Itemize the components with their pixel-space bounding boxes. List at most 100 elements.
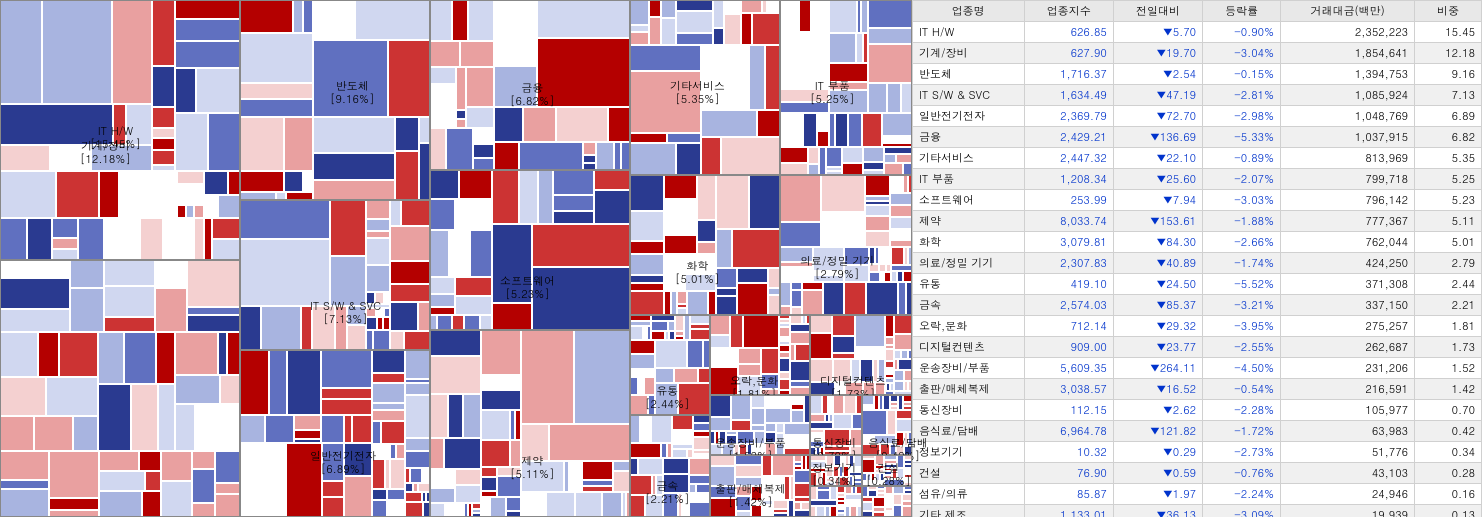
treemap-cell[interactable] <box>372 459 385 489</box>
treemap-cell[interactable] <box>875 382 885 395</box>
treemap-cell[interactable] <box>697 220 716 242</box>
treemap-cell[interactable] <box>868 28 912 44</box>
treemap-cell[interactable] <box>850 506 857 517</box>
treemap-cell[interactable] <box>455 199 471 230</box>
treemap-cell[interactable] <box>366 265 390 292</box>
table-row[interactable]: 통신장비112.15▼2.62-2.28%105,9770.70 <box>913 400 1482 421</box>
treemap-cell[interactable] <box>372 383 405 403</box>
treemap-cell[interactable] <box>689 475 710 484</box>
treemap-cell[interactable] <box>155 260 187 288</box>
treemap-cell[interactable] <box>481 410 510 440</box>
treemap-cell[interactable] <box>780 89 829 102</box>
treemap-cell[interactable] <box>716 288 737 296</box>
treemap-cell[interactable] <box>698 368 710 383</box>
treemap-cell[interactable] <box>672 415 693 430</box>
treemap-cell[interactable] <box>98 384 131 451</box>
treemap-cell[interactable] <box>801 502 810 510</box>
treemap-cell[interactable] <box>372 421 381 444</box>
treemap-cell[interactable] <box>481 330 521 375</box>
treemap-cell[interactable] <box>690 315 710 324</box>
treemap-cell[interactable] <box>701 110 757 137</box>
treemap-cell[interactable] <box>430 230 449 277</box>
treemap-cell[interactable] <box>716 229 732 268</box>
treemap-cell[interactable] <box>896 410 912 419</box>
treemap-cell[interactable] <box>452 315 464 330</box>
treemap-cell[interactable] <box>630 71 701 133</box>
treemap-cell[interactable] <box>390 459 405 489</box>
treemap-cell[interactable] <box>810 486 817 500</box>
treemap-cell[interactable] <box>228 171 240 195</box>
treemap-cell[interactable] <box>768 288 780 295</box>
treemap-cell[interactable] <box>42 0 112 104</box>
treemap-cell[interactable] <box>473 158 494 170</box>
treemap-cell[interactable] <box>553 195 594 211</box>
treemap-cell[interactable] <box>140 218 163 260</box>
table-row[interactable]: IT S/W & SVC1,634.49▼47.19-2.81%1,085,92… <box>913 85 1482 106</box>
treemap-cell[interactable] <box>630 32 649 45</box>
treemap-cell[interactable] <box>372 373 405 383</box>
treemap-cell[interactable] <box>741 13 752 45</box>
treemap-cell[interactable] <box>481 390 521 410</box>
treemap-cell[interactable] <box>430 84 456 128</box>
treemap-cell[interactable] <box>833 414 852 429</box>
treemap-cell[interactable] <box>833 359 851 382</box>
table-row[interactable]: 건설76.90▼0.59-0.76%43,1030.28 <box>913 463 1482 484</box>
treemap-cell[interactable] <box>761 348 779 374</box>
treemap-cell[interactable] <box>638 458 663 475</box>
treemap-cell[interactable] <box>884 147 912 154</box>
treemap-cell[interactable] <box>594 190 630 224</box>
treemap-cell[interactable] <box>0 218 27 260</box>
treemap-cell[interactable] <box>664 175 697 199</box>
treemap-cell[interactable] <box>240 117 284 171</box>
treemap-cell[interactable] <box>175 404 195 451</box>
treemap-cell[interactable] <box>844 247 869 265</box>
treemap-cell[interactable] <box>265 415 294 443</box>
treemap-cell[interactable] <box>344 443 372 476</box>
treemap-cell[interactable] <box>0 377 46 416</box>
treemap-cell[interactable] <box>765 443 776 455</box>
treemap-cell[interactable] <box>468 0 494 41</box>
treemap-cell[interactable] <box>883 395 890 410</box>
treemap-cell[interactable] <box>0 278 70 309</box>
col-header[interactable]: 업종명 <box>913 1 1025 22</box>
treemap-cell[interactable] <box>390 331 404 350</box>
treemap-cell[interactable] <box>908 432 912 446</box>
treemap-cell[interactable] <box>675 315 684 331</box>
treemap-cell[interactable] <box>687 340 703 368</box>
treemap-cell[interactable] <box>790 361 810 381</box>
treemap-cell[interactable] <box>865 216 890 231</box>
treemap-cell[interactable] <box>220 375 240 404</box>
treemap-cell[interactable] <box>52 249 78 260</box>
treemap-cell[interactable] <box>492 224 532 303</box>
treemap-cell[interactable] <box>494 66 537 107</box>
treemap-cell[interactable] <box>0 451 49 480</box>
treemap-cell[interactable] <box>829 82 868 90</box>
treemap-cell[interactable] <box>519 142 583 170</box>
treemap-cell[interactable] <box>879 264 886 272</box>
treemap-cell[interactable] <box>313 153 395 180</box>
treemap-cell[interactable] <box>823 282 844 315</box>
treemap-cell[interactable] <box>676 0 713 11</box>
treemap-cell[interactable] <box>802 290 823 315</box>
treemap-cell[interactable] <box>866 282 898 315</box>
treemap-cell[interactable] <box>344 476 372 517</box>
treemap-cell[interactable] <box>614 142 621 170</box>
treemap-cell[interactable] <box>802 282 823 290</box>
treemap-cell[interactable] <box>322 497 344 517</box>
treemap-cell[interactable] <box>161 451 192 481</box>
treemap-cell[interactable] <box>240 350 269 415</box>
treemap-cell[interactable] <box>862 444 880 455</box>
treemap-cell[interactable] <box>865 175 890 196</box>
treemap-cell[interactable] <box>152 138 175 150</box>
treemap-cell[interactable] <box>902 506 912 517</box>
treemap-cell[interactable] <box>879 247 891 264</box>
treemap-cell[interactable] <box>790 387 810 395</box>
treemap-cell[interactable] <box>186 205 194 218</box>
treemap-cell[interactable] <box>630 254 664 275</box>
treemap-cell[interactable] <box>430 438 444 469</box>
treemap-cell[interactable] <box>494 142 519 170</box>
treemap-cell[interactable] <box>131 384 158 451</box>
treemap-cell[interactable] <box>553 170 594 195</box>
treemap-cell[interactable] <box>313 117 395 153</box>
treemap-cell[interactable] <box>904 446 912 455</box>
